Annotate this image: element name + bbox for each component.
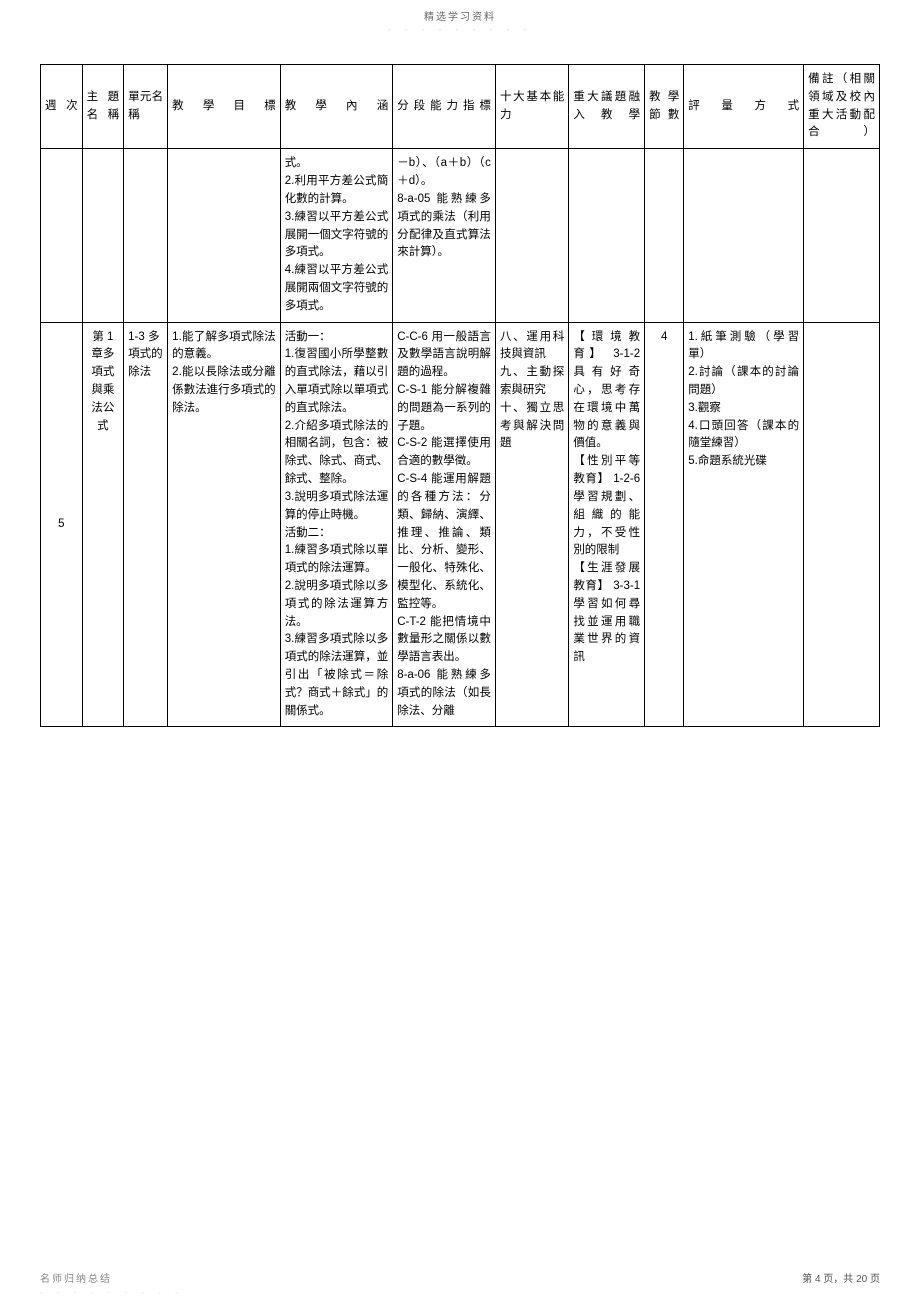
doc-header: 精选学习资料 [0,0,920,25]
footer-sub: - - - - - - - - - [40,1288,184,1297]
col-unit: 單元名稱 [124,65,168,149]
cell-assess [684,149,804,322]
cell-week [41,149,83,322]
curriculum-table: 週次 主題名稱 單元名稱 教學目標 教學內涵 分段能力指標 十大基本能力 重大議… [40,64,880,727]
col-topic: 主題名稱 [82,65,124,149]
cell-issue [569,149,645,322]
cell-week: 5 [41,322,83,727]
cell-goal: 1.能了解多項式除法的意義。2.能以長除法或分離係數法進行多項式的除法。 [168,322,281,727]
cell-assess: 1.紙筆測驗（學習單）2.討論（課本的討論問題）3.觀察4.口頭回答（課本的隨堂… [684,322,804,727]
cell-note [804,322,880,727]
cell-issue: 【環境教育】 3-1-2 具有好奇心，思考存在環境中萬物的意義與價值。【性別平等… [569,322,645,727]
col-content: 教學內涵 [280,65,393,149]
cell-content: 活動一：1.復習國小所學整數的直式除法，藉以引入單項式除以單項式的直式除法。2.… [280,322,393,727]
cell-ability [495,149,568,322]
cell-indicator: C-C-6 用一般語言及數學語言說明解題的過程。C-S-1 能分解複雜的問題為一… [393,322,496,727]
cell-topic [82,149,124,322]
cell-period [645,149,684,322]
table-row: 式。2.利用平方差公式簡化數的計算。3.練習以平方差公式展開一個文字符號的多項式… [41,149,880,322]
table-header-row: 週次 主題名稱 單元名稱 教學目標 教學內涵 分段能力指標 十大基本能力 重大議… [41,65,880,149]
footer-left: 名师归纳总结 [40,1270,112,1285]
footer-right: 第 4 页，共 20 页 [802,1270,880,1285]
col-goal: 教學目標 [168,65,281,149]
page-content: 週次 主題名稱 單元名稱 教學目標 教學內涵 分段能力指標 十大基本能力 重大議… [0,64,920,727]
cell-period: 4 [645,322,684,727]
cell-content: 式。2.利用平方差公式簡化數的計算。3.練習以平方差公式展開一個文字符號的多項式… [280,149,393,322]
cell-ability: 八、運用科技與資訊九、主動探索與研究十、獨立思考與解決問題 [495,322,568,727]
table-row: 5 第 1 章多項式與乘法公式 1-3 多項式的除法 1.能了解多項式除法的意義… [41,322,880,727]
doc-header-sub: - - - - - - - - - [0,25,920,34]
cell-indicator: －b）、（a＋b）（c ＋d）。8-a-05 能熟練多項式的乘法（利用分配律及直… [393,149,496,322]
col-period: 教學節數 [645,65,684,149]
col-week: 週次 [41,65,83,149]
col-note: 備註（相關領域及校內重大活動配合） [804,65,880,149]
cell-goal [168,149,281,322]
col-indicator: 分段能力指標 [393,65,496,149]
col-assess: 評量方式 [684,65,804,149]
cell-topic: 第 1 章多項式與乘法公式 [82,322,124,727]
cell-note [804,149,880,322]
col-issue: 重大議題融入教學 [569,65,645,149]
cell-unit [124,149,168,322]
cell-unit: 1-3 多項式的除法 [124,322,168,727]
col-ability: 十大基本能力 [495,65,568,149]
